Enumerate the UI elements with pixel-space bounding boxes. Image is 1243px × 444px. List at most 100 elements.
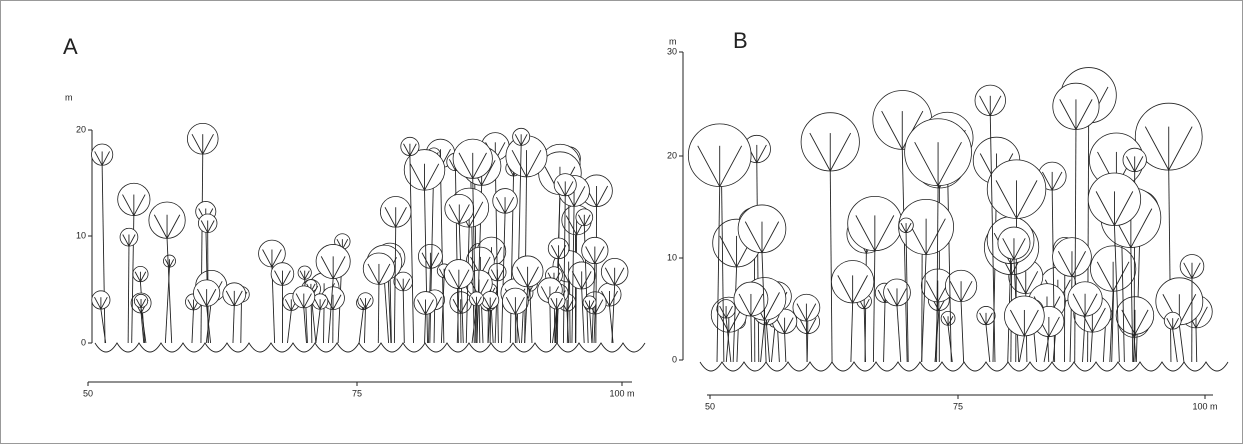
stem (524, 286, 529, 344)
branch (942, 316, 949, 326)
branch (396, 278, 404, 292)
branch (424, 163, 440, 191)
branch (1195, 306, 1208, 329)
branch (304, 270, 310, 280)
branch (514, 296, 525, 315)
branch (448, 159, 456, 171)
branch (985, 312, 993, 325)
branch (527, 266, 539, 288)
branch (458, 152, 474, 179)
stem (1114, 225, 1120, 363)
x-tick-label: 75 (352, 388, 362, 398)
stem (850, 302, 854, 363)
branch (1010, 309, 1025, 337)
branch (761, 221, 780, 253)
stem (1172, 329, 1178, 363)
branch (452, 299, 462, 314)
branch (284, 299, 292, 311)
stem (571, 206, 575, 344)
branch (1191, 262, 1201, 279)
stem (720, 157, 725, 363)
branch (458, 204, 470, 224)
branch (725, 305, 733, 319)
branch (496, 196, 506, 214)
branch (472, 152, 487, 179)
stem (905, 232, 909, 363)
stem (433, 309, 436, 344)
y-tick-label: 20 (667, 150, 677, 160)
branch (402, 278, 411, 292)
trees (91, 123, 629, 344)
stem (409, 155, 415, 344)
stem (936, 185, 939, 363)
stem (989, 115, 996, 363)
stem (424, 190, 428, 344)
branch (187, 299, 194, 311)
branch (94, 297, 102, 310)
branch (877, 289, 886, 303)
branch (960, 280, 973, 302)
branch (1134, 156, 1144, 172)
stem (732, 266, 738, 363)
branch (1051, 171, 1063, 191)
stem (501, 213, 506, 344)
stem (771, 327, 776, 363)
branch (979, 312, 987, 325)
branch (1126, 156, 1136, 172)
branch (135, 298, 142, 308)
branch (417, 299, 426, 315)
branch (583, 214, 591, 226)
branch (925, 280, 939, 303)
branch (775, 317, 786, 334)
branch (564, 181, 574, 197)
stem (487, 308, 491, 344)
branch (206, 288, 217, 307)
stem (716, 186, 721, 363)
branch (425, 299, 434, 315)
x-tick-label: 75 (953, 401, 963, 411)
stem (805, 321, 808, 363)
branch (1114, 191, 1134, 226)
branch (905, 222, 912, 233)
stem (960, 301, 965, 363)
branch (514, 134, 522, 146)
branch (1084, 293, 1098, 317)
branch (403, 143, 411, 156)
stem (206, 306, 212, 344)
branch (299, 270, 306, 280)
branch (166, 214, 181, 239)
branch (153, 214, 168, 239)
branch (1183, 262, 1193, 279)
branch (989, 95, 1002, 116)
branch (925, 218, 946, 255)
stem (562, 195, 566, 344)
stem (552, 308, 558, 344)
branch (1072, 293, 1086, 317)
stem (1043, 336, 1050, 363)
stem (101, 165, 106, 344)
branch (511, 149, 527, 178)
branch (1095, 191, 1115, 226)
branch (604, 267, 616, 286)
branch (881, 110, 903, 150)
stem (402, 290, 405, 344)
branch (516, 266, 529, 288)
y-tick-label: 0 (81, 337, 86, 347)
branch (319, 299, 326, 310)
branch (1075, 99, 1093, 130)
stem (589, 308, 593, 344)
y-unit: m (669, 36, 677, 46)
branch (128, 234, 136, 247)
stem (921, 254, 927, 363)
branch (1178, 294, 1197, 326)
branch (852, 275, 868, 304)
branch (438, 268, 445, 278)
branch (1048, 316, 1060, 337)
branch (365, 297, 372, 309)
branch (332, 294, 342, 310)
ground (699, 361, 1229, 372)
stem (1121, 228, 1125, 363)
branch (197, 288, 208, 307)
branch (1041, 171, 1053, 191)
stem (471, 305, 477, 344)
